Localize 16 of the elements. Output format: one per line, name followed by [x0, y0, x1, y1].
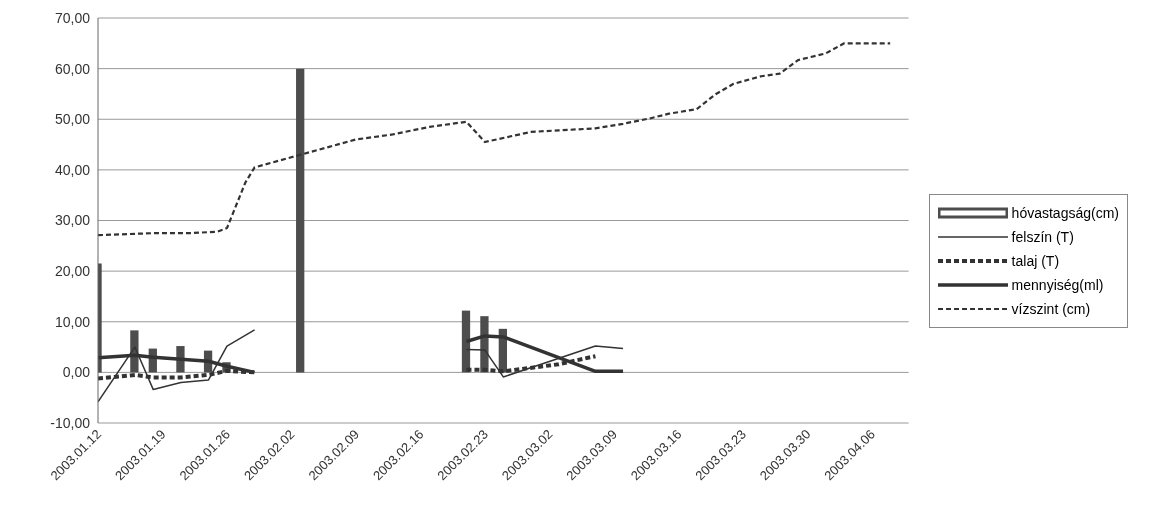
y-tick-label: 30,00 — [54, 212, 91, 229]
y-tick-label: 10,00 — [54, 313, 91, 330]
legend-label: vízszint (cm) — [1011, 300, 1091, 317]
y-tick-label: 0,00 — [62, 364, 91, 381]
legend-label: felszín (T) — [1011, 228, 1074, 245]
legend-label: hóvastagság(cm) — [1011, 204, 1119, 221]
y-tick-label: 60,00 — [54, 60, 91, 77]
line-series — [98, 42, 892, 237]
y-tick-label: 50,00 — [54, 111, 91, 128]
bar — [296, 68, 305, 373]
y-tick-label: 70,00 — [54, 9, 91, 26]
y-tick-label: 40,00 — [54, 161, 91, 178]
legend-label: talaj (T) — [1011, 252, 1060, 269]
y-tick-label: -10,00 — [50, 414, 91, 431]
legend-label: mennyiség(ml) — [1011, 276, 1104, 293]
y-tick-label: 20,00 — [54, 263, 91, 280]
